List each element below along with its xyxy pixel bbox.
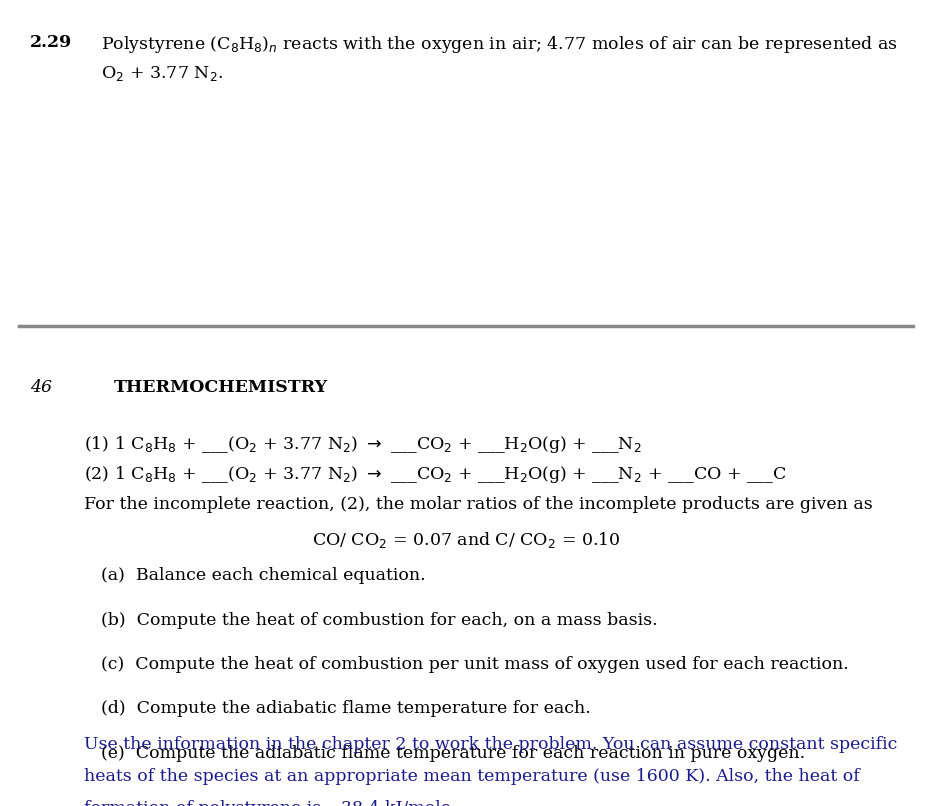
Text: (b)  Compute the heat of combustion for each, on a mass basis.: (b) Compute the heat of combustion for e… xyxy=(101,612,657,629)
Text: (a)  Balance each chemical equation.: (a) Balance each chemical equation. xyxy=(101,567,425,584)
Text: THERMOCHEMISTRY: THERMOCHEMISTRY xyxy=(114,379,328,396)
Text: Polystyrene (C$_8$H$_8$)$_n$ reacts with the oxygen in air; 4.77 moles of air ca: Polystyrene (C$_8$H$_8$)$_n$ reacts with… xyxy=(101,34,898,55)
Text: O$_2$ + 3.77 N$_2$.: O$_2$ + 3.77 N$_2$. xyxy=(101,64,223,84)
Text: (2) 1 C$_8$H$_8$ + ___(O$_2$ + 3.77 N$_2$) $\rightarrow$ ___CO$_2$ + ___H$_2$O(g: (2) 1 C$_8$H$_8$ + ___(O$_2$ + 3.77 N$_2… xyxy=(84,464,787,485)
Text: 46: 46 xyxy=(30,379,52,396)
Text: (d)  Compute the adiabatic flame temperature for each.: (d) Compute the adiabatic flame temperat… xyxy=(101,700,590,717)
Text: heats of the species at an appropriate mean temperature (use 1600 K). Also, the : heats of the species at an appropriate m… xyxy=(84,768,859,785)
Text: CO/ CO$_2$ = 0.07 and C/ CO$_2$ = 0.10: CO/ CO$_2$ = 0.07 and C/ CO$_2$ = 0.10 xyxy=(311,530,621,550)
Text: (1) 1 C$_8$H$_8$ + ___(O$_2$ + 3.77 N$_2$) $\rightarrow$ ___CO$_2$ + ___H$_2$O(g: (1) 1 C$_8$H$_8$ + ___(O$_2$ + 3.77 N$_2… xyxy=(84,434,641,455)
Text: (e)  Compute the adiabatic flame temperature for each reaction in pure oxygen.: (e) Compute the adiabatic flame temperat… xyxy=(101,745,804,762)
Text: For the incomplete reaction, (2), the molar ratios of the incomplete products ar: For the incomplete reaction, (2), the mo… xyxy=(84,496,872,513)
Text: Use the information in the chapter 2 to work the problem. You can assume constan: Use the information in the chapter 2 to … xyxy=(84,736,898,753)
Text: 2.29: 2.29 xyxy=(30,34,72,51)
Text: (c)  Compute the heat of combustion per unit mass of oxygen used for each reacti: (c) Compute the heat of combustion per u… xyxy=(101,656,848,673)
Text: formation of polystyrene is – 38.4 kJ/mole.: formation of polystyrene is – 38.4 kJ/mo… xyxy=(84,800,457,806)
